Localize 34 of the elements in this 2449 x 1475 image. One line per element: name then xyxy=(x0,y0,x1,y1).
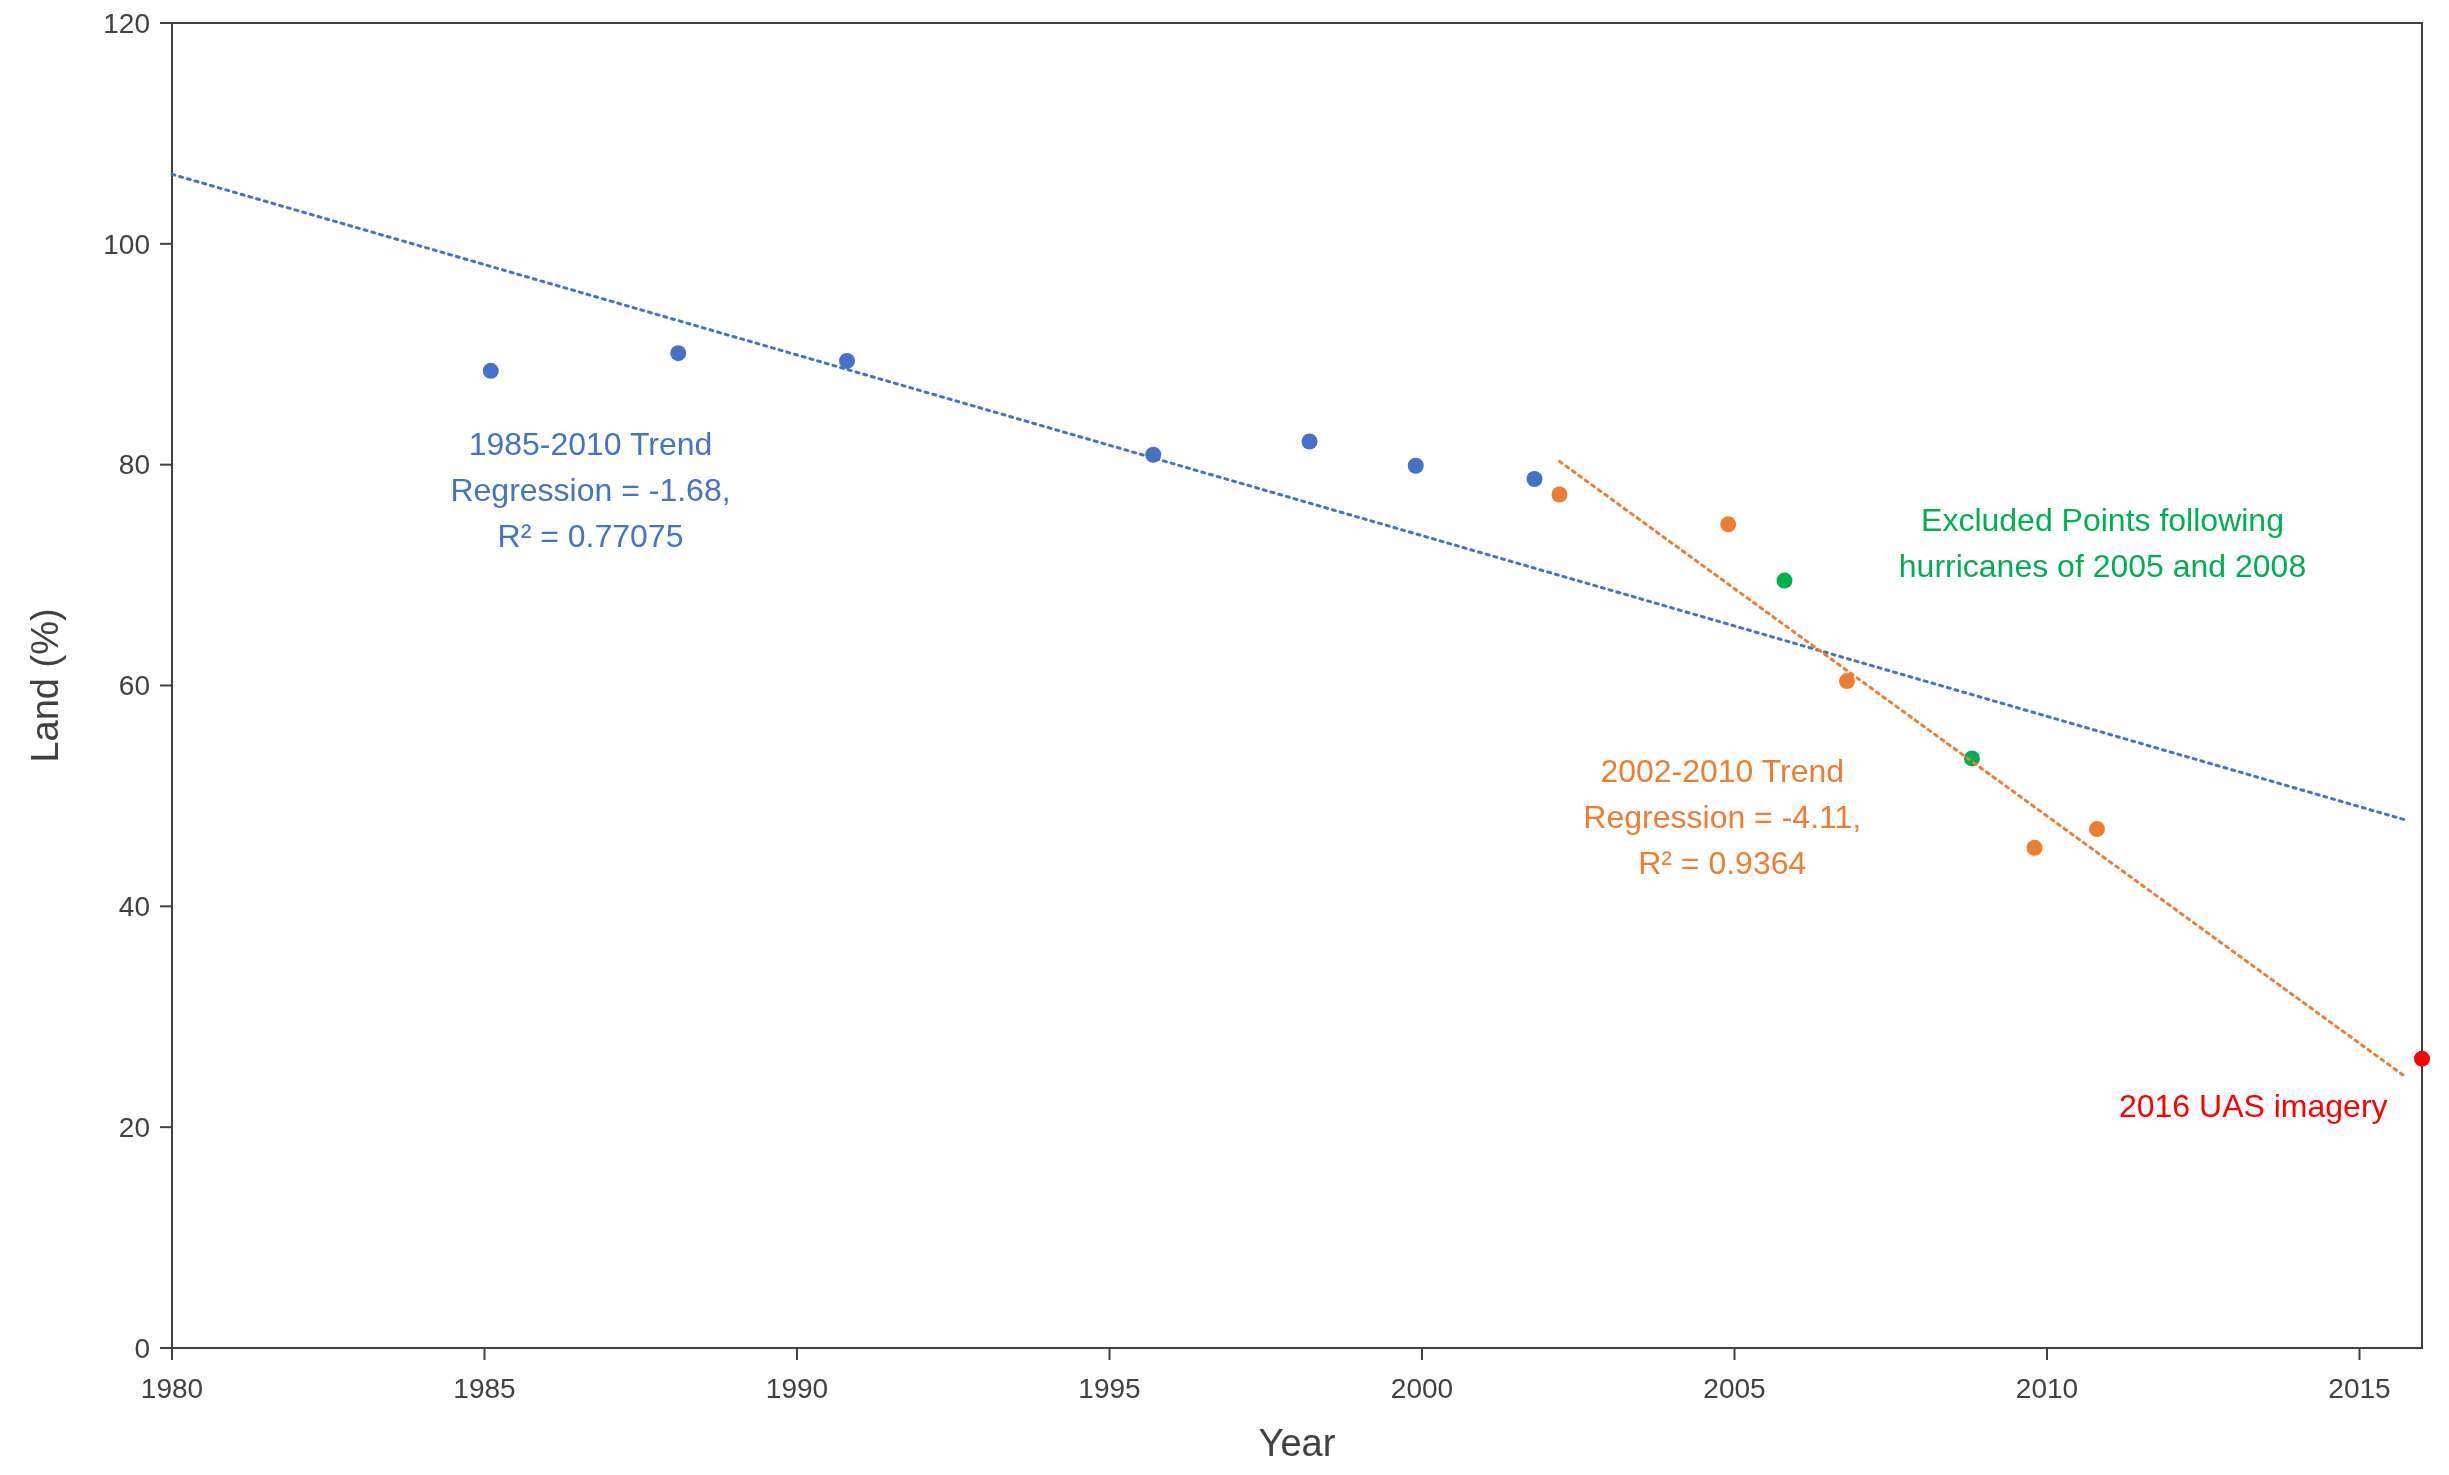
point xyxy=(839,352,855,369)
annotation: 2016 UAS imagery xyxy=(2118,1088,2388,1125)
y-axis-title: Land (%) xyxy=(24,608,66,763)
x-tick-label: 2000 xyxy=(1390,1373,1454,1404)
y-tick-label: 60 xyxy=(118,670,150,702)
x-axis-title: Year xyxy=(1258,1422,1336,1464)
point xyxy=(1839,673,1855,690)
y-tick-label: 0 xyxy=(134,1332,150,1364)
point xyxy=(670,345,687,362)
point xyxy=(2089,821,2105,838)
y-tick-label: 80 xyxy=(118,449,150,481)
x-tick-label: 1985 xyxy=(453,1373,516,1404)
x-tick-label: 2005 xyxy=(1703,1373,1766,1404)
point xyxy=(2414,1050,2430,1067)
annotation: Excluded Points following hurricanes of 2005 and 2008 xyxy=(1898,501,2307,584)
annotation: 1985-2010 Trend Regression = -1.68, R² = 0.77075 xyxy=(450,426,731,555)
x-tick-label: 2010 xyxy=(2015,1373,2079,1404)
x-tick-label: 1990 xyxy=(765,1373,829,1404)
y-tick-label: 20 xyxy=(118,1111,150,1143)
point xyxy=(1720,516,1737,533)
point xyxy=(2026,839,2043,856)
point xyxy=(1551,486,1568,503)
annotation: 2002-2010 Trend Regression = -4.11, R² = 0.9364 xyxy=(1583,752,1862,881)
point xyxy=(1301,433,1318,450)
point xyxy=(482,362,499,379)
y-tick-label: 40 xyxy=(118,891,150,923)
y-tick-label: 100 xyxy=(103,228,150,260)
x-tick-label: 1980 xyxy=(140,1373,204,1404)
x-tick-label: 2015 xyxy=(2328,1373,2391,1404)
x-tick-label: 1995 xyxy=(1078,1373,1141,1404)
point xyxy=(1526,471,1543,488)
point xyxy=(1776,572,1793,589)
point xyxy=(1407,457,1424,474)
y-tick-label: 120 xyxy=(103,7,150,39)
